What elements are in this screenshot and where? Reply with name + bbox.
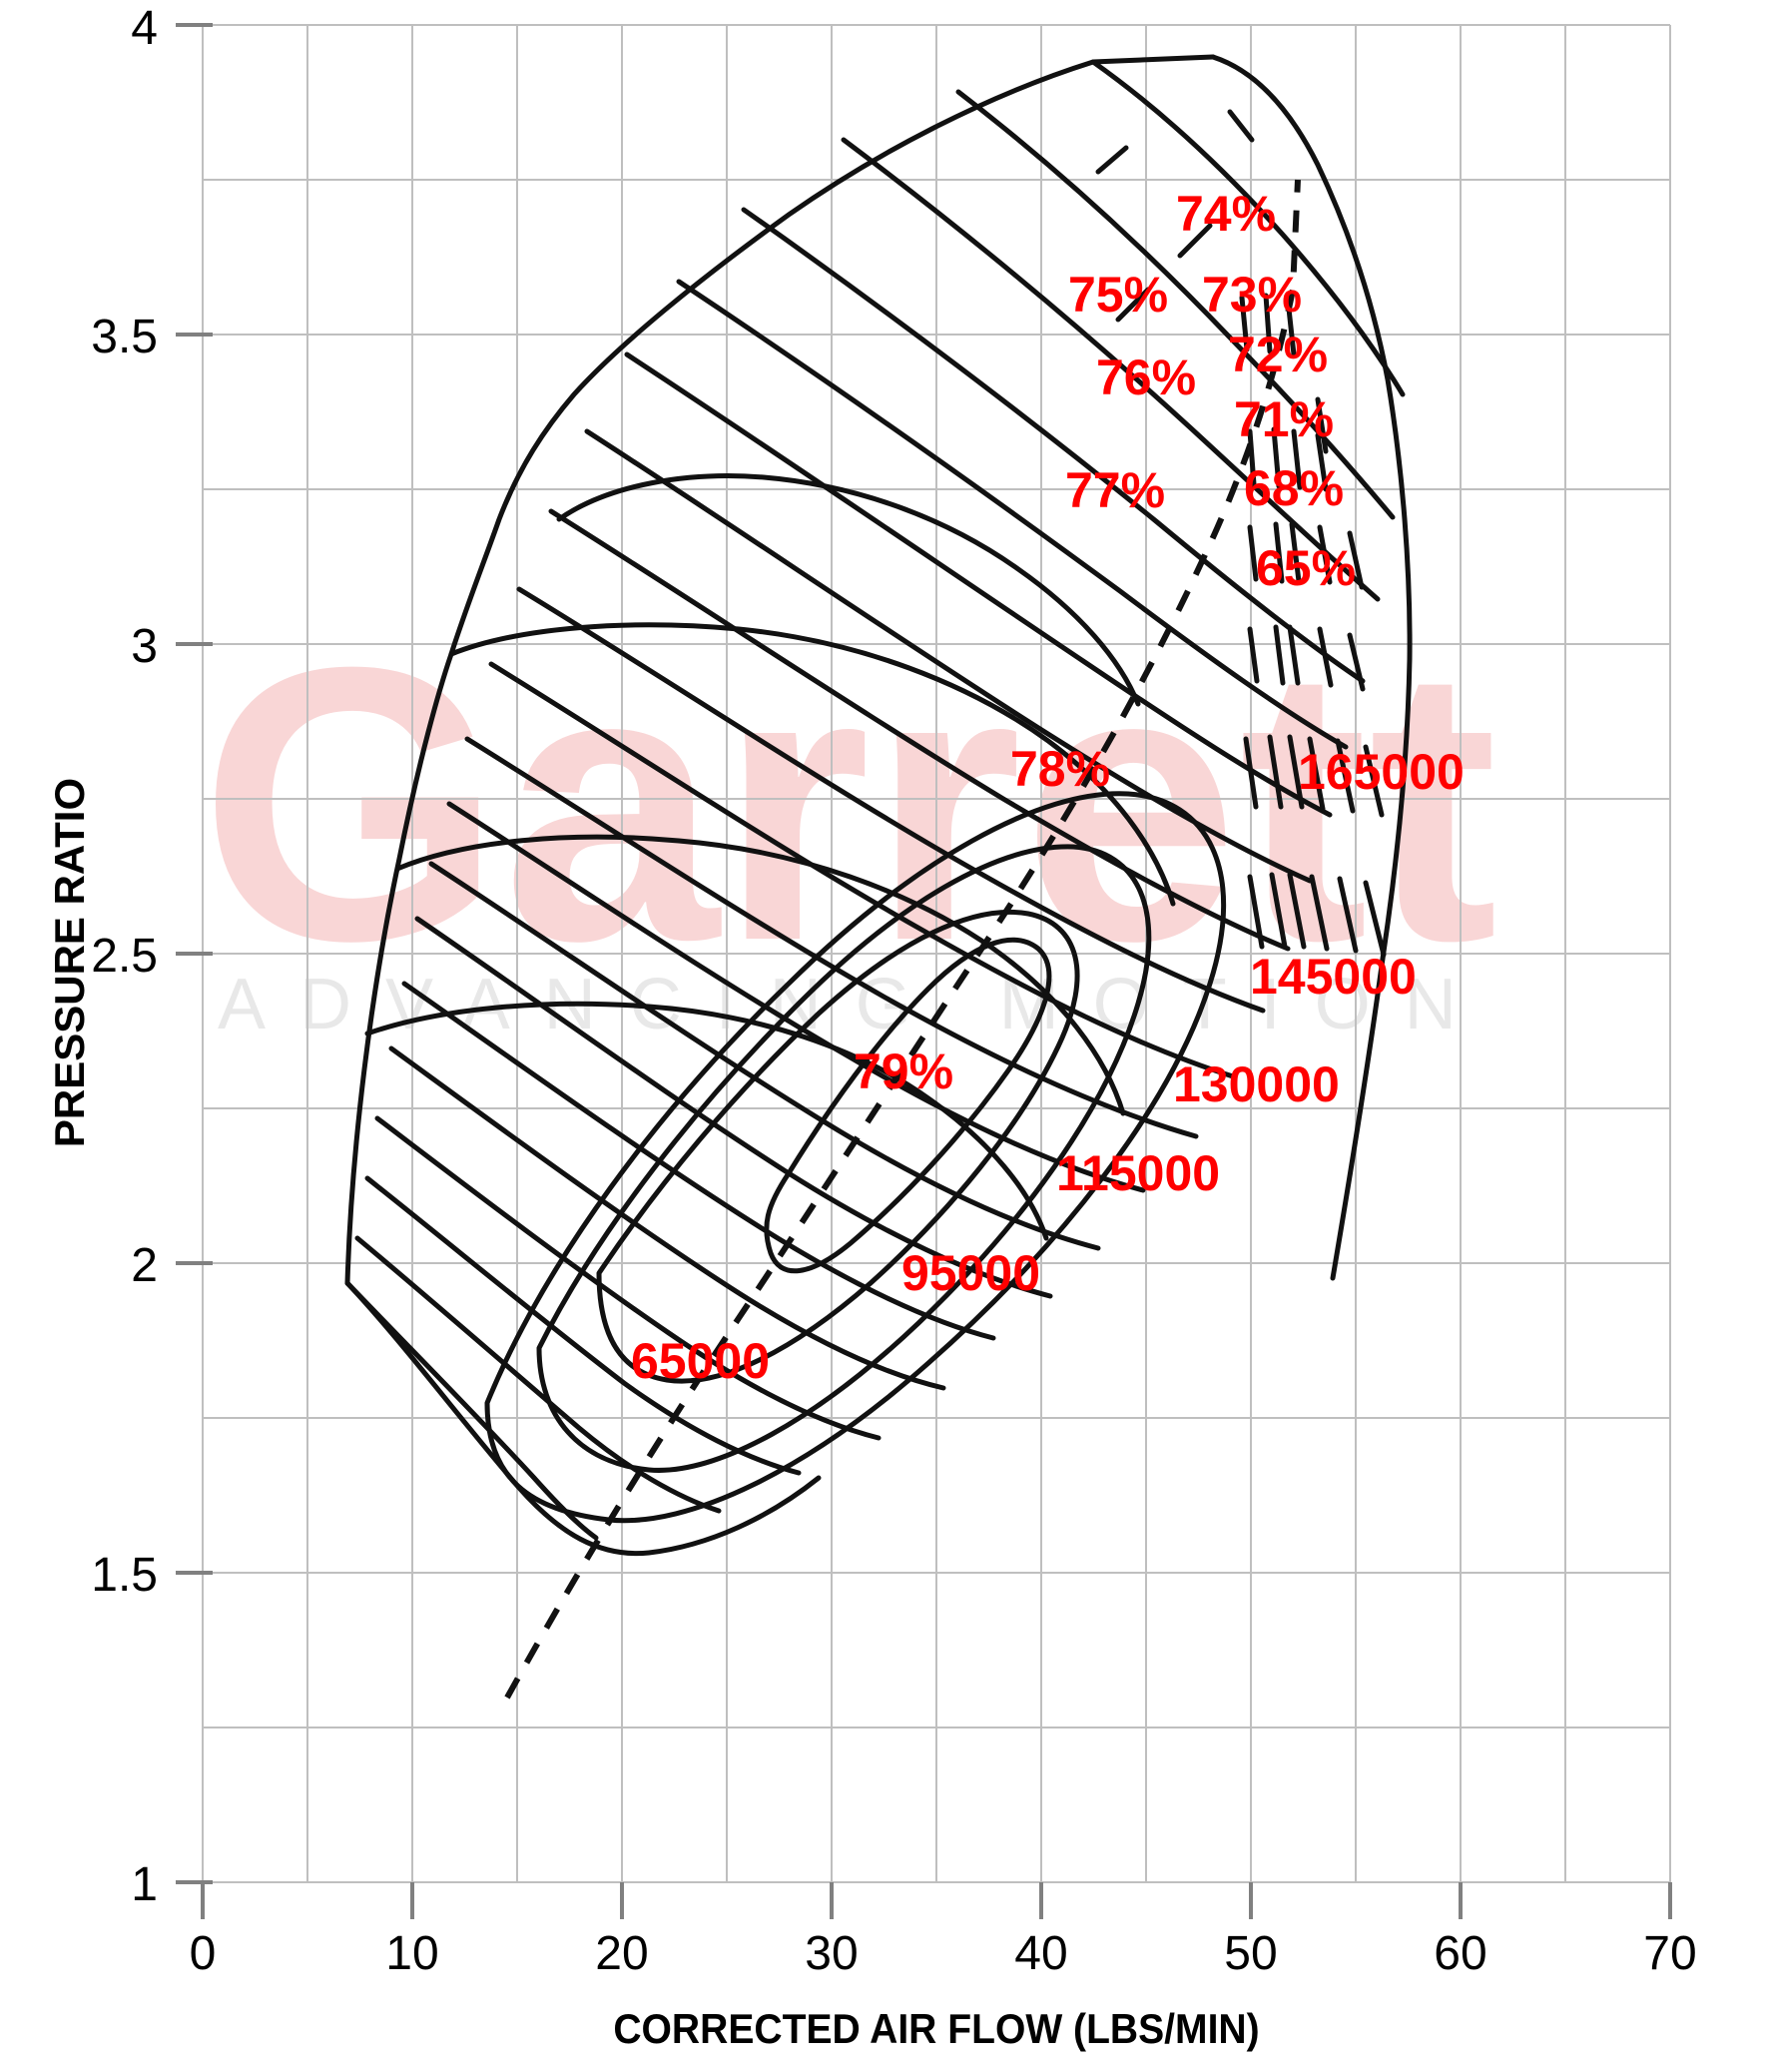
x-axis-tick-labels: 0 10 20 30 40 50 60 70 bbox=[190, 1927, 1697, 1980]
speed-label-145000: 145000 bbox=[1250, 949, 1417, 1005]
speed-line-120000 bbox=[428, 861, 1101, 1251]
x-axis-title: CORRECTED AIR FLOW (LBS/MIN) bbox=[613, 2005, 1260, 2052]
efficiency-label-79: 79% bbox=[854, 1043, 953, 1099]
speed-line-140000 bbox=[516, 586, 1266, 1014]
speed-line-145000 bbox=[548, 508, 1291, 952]
x-tick-50: 50 bbox=[1224, 1927, 1277, 1980]
efficiency-label-68: 68% bbox=[1244, 460, 1344, 516]
x-tick-20: 20 bbox=[595, 1927, 648, 1980]
speed-line-85000 bbox=[364, 1175, 802, 1476]
x-tick-10: 10 bbox=[385, 1927, 438, 1980]
speed-line-75000 bbox=[354, 1235, 722, 1514]
axis-ticks bbox=[176, 23, 1672, 1919]
efficiency-band-79-upper bbox=[364, 1001, 1049, 1241]
x-tick-0: 0 bbox=[190, 1927, 217, 1980]
speed-line-155000 bbox=[624, 351, 1333, 818]
speed-line-175000 bbox=[955, 89, 1396, 520]
speed-label-65000: 65000 bbox=[631, 1333, 770, 1389]
efficiency-label-74: 74% bbox=[1176, 186, 1276, 242]
speed-line-160000 bbox=[676, 279, 1349, 750]
lower-boundary bbox=[344, 1280, 822, 1557]
speed-line-110000 bbox=[401, 981, 996, 1341]
efficiency-label-72: 72% bbox=[1228, 327, 1328, 382]
x-tick-30: 30 bbox=[805, 1927, 858, 1980]
efficiency-label-77: 77% bbox=[1065, 462, 1165, 518]
efficiency-labels: 79% 78% 77% 76% 75% 74% 73% 72% 71% 68% … bbox=[854, 186, 1356, 1099]
efficiency-island-79 bbox=[764, 937, 1052, 1274]
efficiency-band-77-upper bbox=[448, 622, 1176, 907]
efficiency-band-76-upper bbox=[556, 473, 1141, 707]
efficiency-band-78-upper bbox=[394, 834, 1126, 1116]
speed-label-95000: 95000 bbox=[901, 1245, 1040, 1301]
y-tick-3.5: 3.5 bbox=[91, 311, 158, 363]
speed-line-165000 bbox=[741, 207, 1366, 684]
x-tick-60: 60 bbox=[1434, 1927, 1486, 1980]
efficiency-label-73: 73% bbox=[1202, 267, 1302, 323]
speed-line-95000 bbox=[374, 1115, 882, 1441]
surge-line bbox=[344, 54, 1216, 1286]
efficiency-label-76: 76% bbox=[1096, 349, 1196, 405]
efficiency-island-76 bbox=[484, 791, 1227, 1524]
speed-line-150000 bbox=[584, 428, 1313, 884]
speed-line-180000 bbox=[1090, 59, 1406, 397]
speed-line-105000 bbox=[388, 1045, 946, 1391]
choke-line bbox=[1210, 54, 1413, 1281]
efficiency-label-71: 71% bbox=[1234, 391, 1334, 447]
y-tick-1: 1 bbox=[131, 1858, 158, 1911]
speed-labels: 65000 95000 115000 130000 145000 165000 bbox=[631, 744, 1465, 1389]
speed-line-170000 bbox=[841, 137, 1381, 602]
speed-label-165000: 165000 bbox=[1298, 744, 1465, 800]
efficiency-label-65: 65% bbox=[1256, 540, 1356, 596]
y-axis-title: PRESSURE RATIO bbox=[46, 777, 93, 1148]
efficiency-stubs bbox=[1239, 293, 1387, 958]
speed-label-130000: 130000 bbox=[1173, 1056, 1340, 1112]
speed-line-135000 bbox=[488, 661, 1236, 1079]
y-tick-4: 4 bbox=[131, 2, 158, 55]
y-tick-2: 2 bbox=[131, 1239, 158, 1292]
peak-efficiency-line bbox=[504, 179, 1301, 1700]
speed-line-115000 bbox=[414, 916, 1053, 1299]
speed-crossing-ticks bbox=[1095, 109, 1255, 323]
x-tick-40: 40 bbox=[1014, 1927, 1067, 1980]
map-curves bbox=[344, 54, 1413, 1557]
y-tick-1.5: 1.5 bbox=[91, 1549, 158, 1602]
grid-lines bbox=[202, 24, 1671, 1883]
speed-line-130000 bbox=[464, 736, 1199, 1139]
efficiency-label-78: 78% bbox=[1010, 741, 1110, 797]
y-tick-3: 3 bbox=[131, 620, 158, 673]
speed-label-115000: 115000 bbox=[1056, 1145, 1220, 1201]
speed-line-65000 bbox=[344, 1280, 599, 1541]
y-axis-tick-labels: 4 3.5 3 2.5 2 1.5 1 bbox=[91, 2, 158, 1911]
efficiency-island-78 bbox=[596, 909, 1080, 1384]
efficiency-label-75: 75% bbox=[1068, 267, 1168, 323]
efficiency-island-77 bbox=[536, 844, 1152, 1473]
y-tick-2.5: 2.5 bbox=[91, 930, 158, 983]
x-tick-70: 70 bbox=[1643, 1927, 1696, 1980]
